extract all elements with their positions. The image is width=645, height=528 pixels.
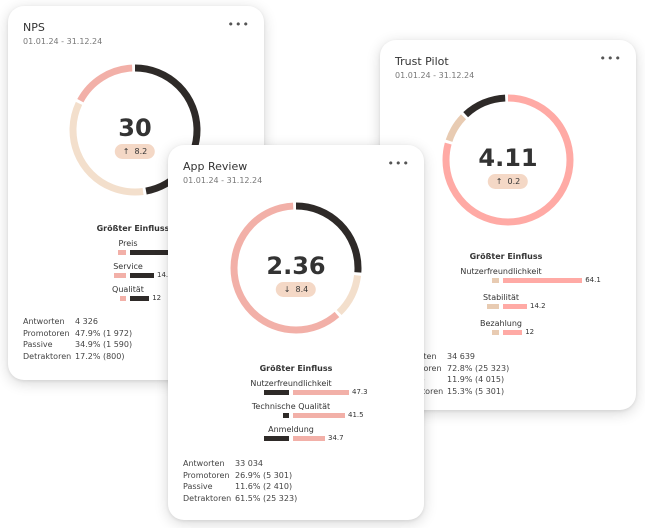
date-range: 01.01.24 - 31.12.24	[23, 37, 103, 46]
score-value: 30	[118, 114, 152, 142]
stat-value: 34.9% (1 590)	[75, 340, 133, 349]
impact-value: 41.5	[348, 411, 364, 419]
score-donut	[230, 202, 362, 334]
trend-badge: ↑ 8.2	[114, 144, 156, 159]
stat-label: Promotoren	[23, 328, 70, 338]
stat-row: Passive 11.6% (2 410)	[183, 481, 297, 493]
more-horizontal-icon[interactable]: •••	[227, 18, 250, 31]
impact-bar-left	[491, 330, 499, 335]
stats-list: Antworten 33 034 Promotoren 26.9% (5 301) Pa…	[183, 458, 297, 504]
stat-value: 4 326	[75, 317, 98, 326]
stat-label: Detraktoren	[23, 351, 72, 361]
stat-label: Antworten	[183, 459, 225, 468]
card-title: Trust Pilot	[395, 55, 449, 68]
impact-bar-right	[130, 250, 178, 255]
impact-value: 12	[525, 328, 535, 336]
trend-delta: 8.4	[295, 285, 309, 294]
trend-delta: 0.2	[507, 177, 521, 186]
impact-value: 34.7	[328, 434, 344, 442]
stat-value: 33 034	[235, 459, 263, 468]
impact-bar-right	[503, 330, 523, 335]
arrow-up-icon: ↑	[122, 147, 130, 156]
stat-value: 17.2% (800)	[75, 351, 125, 361]
stat-row: Promotoren 26.9% (5 301)	[183, 470, 297, 482]
impact-title: Größter Einfluss	[469, 252, 543, 261]
card-title: NPS	[23, 21, 45, 34]
impact-bar-right	[293, 436, 325, 441]
stat-value: 26.9% (5 301)	[235, 470, 293, 480]
impact-label: Technische Qualität	[251, 402, 331, 411]
score-donut	[442, 94, 574, 226]
stat-value: 47.9% (1 972)	[75, 328, 133, 338]
impact-bar-left	[282, 413, 289, 418]
stat-row: Antworten 4 326	[23, 316, 132, 328]
impact-bar-right	[503, 304, 527, 309]
stat-value: 72.8% (25 323)	[447, 363, 510, 373]
more-horizontal-icon[interactable]: •••	[599, 52, 622, 65]
stat-label: Antworten	[23, 317, 65, 326]
impact-bar-left	[118, 250, 126, 255]
impact-bar-left	[114, 273, 126, 278]
impact-value: 47.3	[352, 388, 368, 396]
impact-value: 14.2	[157, 271, 173, 279]
impact-label: Bezahlung	[479, 319, 523, 328]
stat-label: Detraktoren	[183, 493, 232, 503]
stat-value: 61.5% (25 323)	[235, 493, 298, 503]
trend-delta: 8.2	[134, 147, 148, 156]
impact-bar-right	[503, 278, 583, 283]
date-range: 01.01.24 - 31.12.24	[183, 176, 263, 185]
impact-bar-left	[264, 436, 289, 441]
stat-value: 11.9% (4 015)	[447, 375, 505, 384]
impact-bar-right	[130, 296, 150, 301]
donut-segment-pink	[230, 202, 362, 334]
stat-label: Passive	[183, 482, 213, 491]
stat-row: Detraktoren 17.2% (800)	[23, 351, 132, 363]
impact-title: Größter Einfluss	[259, 364, 333, 373]
impact-bar-left	[491, 278, 499, 283]
impact-bar-left	[119, 296, 126, 301]
impact-label: Service	[113, 262, 143, 271]
trend-badge: ↓ 8.4	[275, 282, 317, 297]
score-donut	[69, 64, 201, 196]
impact-label: Preis	[118, 239, 138, 248]
impact-label: Qualität	[112, 285, 144, 294]
stat-label: Passive	[23, 340, 53, 349]
score-value: 2.36	[266, 252, 326, 280]
impact-value: 14.2	[530, 302, 546, 310]
impact-bar-right	[293, 413, 345, 418]
donut-segment-beige	[69, 64, 201, 196]
stat-value: 15.3% (5 301)	[447, 386, 505, 396]
stat-row: Promotoren 47.9% (1 972)	[23, 328, 132, 340]
date-range: 01.01.24 - 31.12.24	[395, 71, 475, 80]
impact-title: Größter Einfluss	[96, 224, 170, 233]
score-value: 4.11	[478, 144, 538, 172]
impact-label: Nutzerfreundlichkeit	[250, 379, 332, 388]
impact-bar-right	[130, 273, 154, 278]
more-horizontal-icon[interactable]: •••	[387, 157, 410, 170]
app-review-card: App Review 01.01.24 - 31.12.24 ••• 2.36 ↓ 8.4…	[168, 145, 424, 520]
donut-segment-dark	[69, 64, 201, 196]
trend-badge: ↑ 0.2	[487, 174, 529, 189]
stat-value: 11.6% (2 410)	[235, 482, 293, 491]
stat-row: Passive 34.9% (1 590)	[23, 339, 132, 351]
stat-value: 34 639	[447, 352, 475, 361]
impact-value: 12	[152, 294, 162, 302]
donut-segment-tp_pink	[442, 94, 574, 226]
impact-label: Anmeldung	[268, 425, 314, 434]
impact-label: Nutzerfreundlichkeit	[460, 267, 542, 276]
stat-label: Promotoren	[183, 470, 230, 480]
stat-row: Antworten 33 034	[183, 458, 297, 470]
impact-value: 64.1	[585, 276, 601, 284]
impact-label: Stabilität	[482, 293, 520, 302]
impact-bar-right	[293, 390, 349, 395]
donut-segment-dark	[230, 202, 362, 334]
impact-bar-left	[264, 390, 289, 395]
arrow-down-icon: ↓	[283, 285, 291, 294]
card-title: App Review	[183, 160, 248, 173]
stats-list: Antworten 4 326 Promotoren 47.9% (1 972) Pas…	[23, 316, 132, 362]
stat-row: Detraktoren 61.5% (25 323)	[183, 493, 297, 505]
arrow-up-icon: ↑	[495, 177, 503, 186]
impact-bar-left	[487, 304, 499, 309]
